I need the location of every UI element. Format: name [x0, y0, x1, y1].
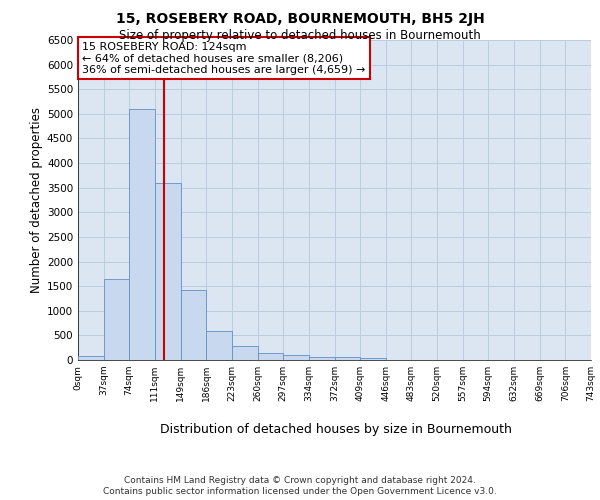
Text: 15 ROSEBERY ROAD: 124sqm
← 64% of detached houses are smaller (8,206)
36% of sem: 15 ROSEBERY ROAD: 124sqm ← 64% of detach…: [82, 42, 365, 75]
Text: Distribution of detached houses by size in Bournemouth: Distribution of detached houses by size …: [160, 422, 512, 436]
Text: Size of property relative to detached houses in Bournemouth: Size of property relative to detached ho…: [119, 29, 481, 42]
Bar: [181, 290, 206, 360]
Bar: [308, 358, 335, 360]
Bar: [232, 346, 257, 360]
Bar: [104, 279, 129, 360]
Text: Contains HM Land Registry data © Crown copyright and database right 2024.: Contains HM Land Registry data © Crown c…: [124, 476, 476, 485]
Y-axis label: Number of detached properties: Number of detached properties: [30, 107, 43, 293]
Text: 15, ROSEBERY ROAD, BOURNEMOUTH, BH5 2JH: 15, ROSEBERY ROAD, BOURNEMOUTH, BH5 2JH: [116, 12, 484, 26]
Bar: [257, 352, 283, 360]
Bar: [155, 183, 181, 360]
Bar: [206, 331, 232, 360]
Bar: [283, 355, 308, 360]
Bar: [129, 109, 155, 360]
Bar: [335, 358, 361, 360]
Bar: [361, 358, 386, 360]
Bar: [78, 356, 104, 360]
Text: Contains public sector information licensed under the Open Government Licence v3: Contains public sector information licen…: [103, 488, 497, 496]
